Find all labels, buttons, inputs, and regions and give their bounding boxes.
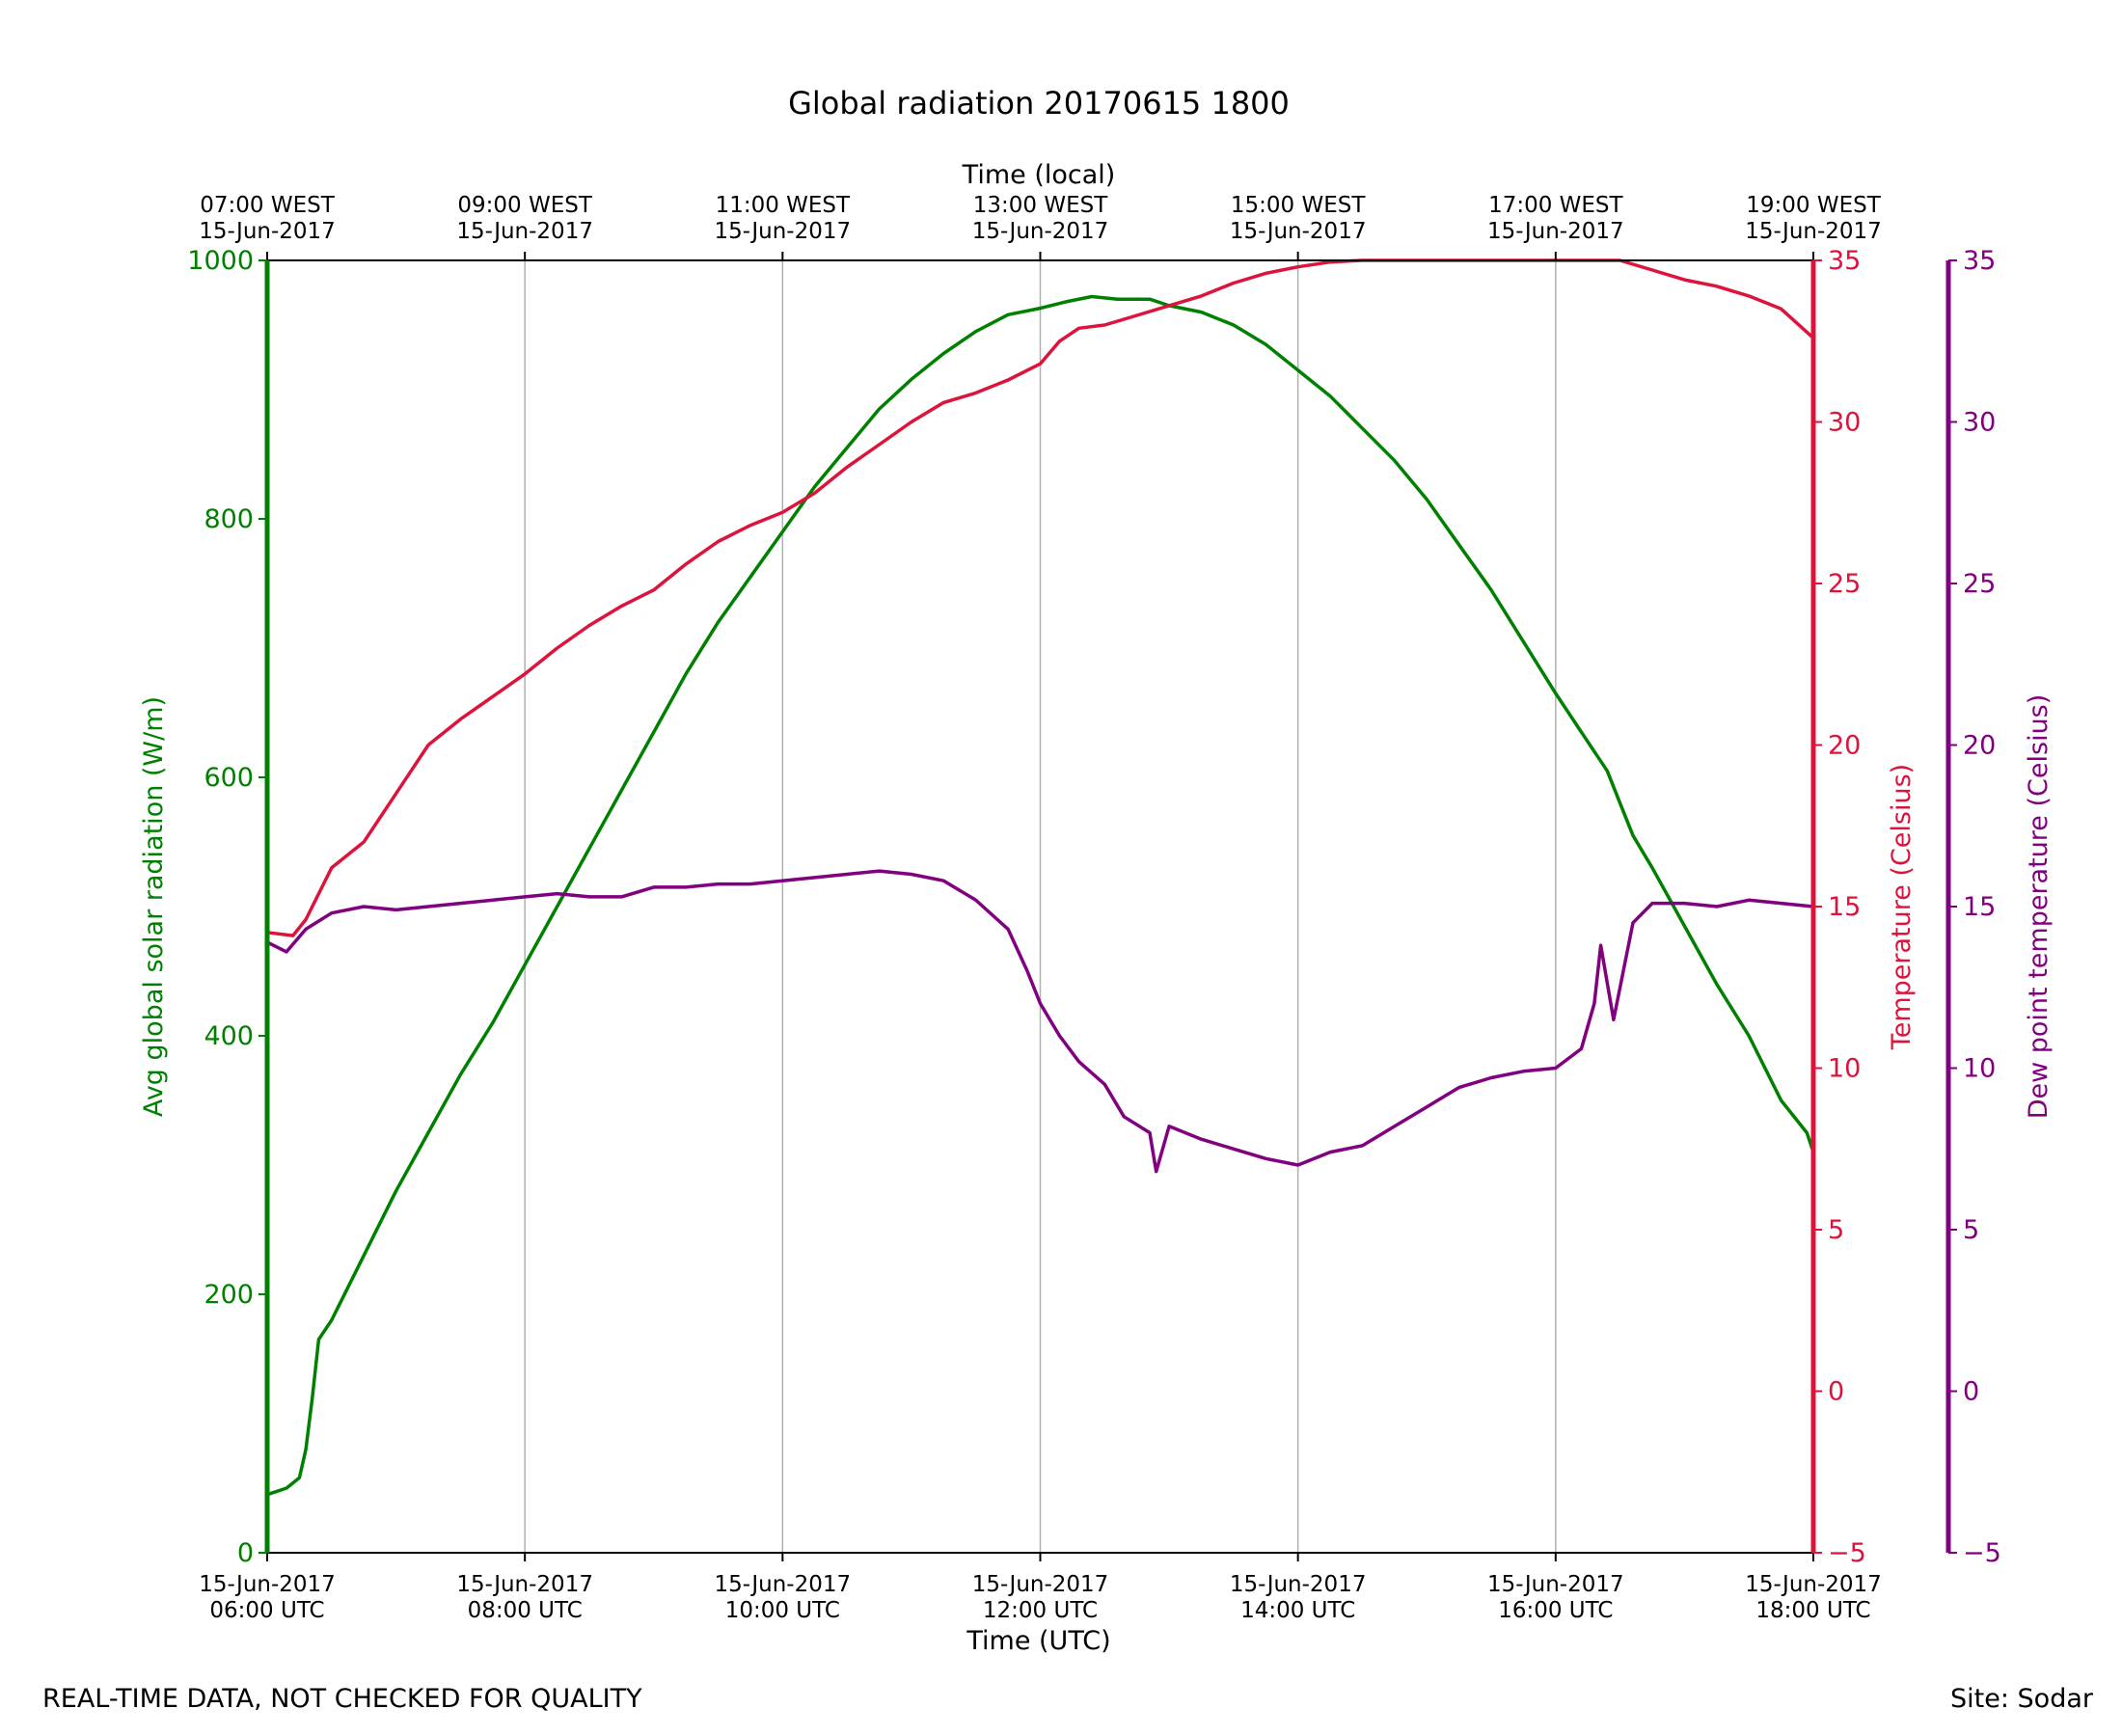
y-tick-label-right-5: 20 bbox=[1828, 731, 1861, 761]
x-tick-label-topdate-6: 15-Jun-2017 bbox=[1745, 219, 1882, 244]
y-tick-label-dewpoint-1: 0 bbox=[1963, 1377, 1979, 1407]
y-tick-label-dewpoint-4: 15 bbox=[1963, 892, 1996, 922]
y-tick-label-dewpoint-2: 5 bbox=[1963, 1215, 1979, 1245]
x-tick-label-topdate-3: 15-Jun-2017 bbox=[972, 219, 1109, 244]
y-axis-right-title: Temperature (Celsius) bbox=[1887, 764, 1917, 1050]
x-axis-title: Time (UTC) bbox=[966, 1626, 1110, 1656]
x-tick-label-utc-5: 16:00 UTC bbox=[1498, 1598, 1613, 1623]
x-tick-label-west-3: 13:00 WEST bbox=[973, 193, 1108, 218]
x-tick-label-date-3: 15-Jun-2017 bbox=[972, 1572, 1109, 1597]
x-tick-label-topdate-1: 15-Jun-2017 bbox=[456, 219, 593, 244]
y-tick-label-right-2: 5 bbox=[1828, 1215, 1844, 1245]
x-tick-label-topdate-0: 15-Jun-2017 bbox=[199, 219, 336, 244]
x-tick-label-topdate-5: 15-Jun-2017 bbox=[1487, 219, 1624, 244]
x-tick-label-utc-2: 10:00 UTC bbox=[725, 1598, 840, 1623]
y-tick-label-left-4: 800 bbox=[204, 504, 254, 534]
y-tick-label-left-2: 400 bbox=[204, 1021, 254, 1051]
x-tick-label-date-5: 15-Jun-2017 bbox=[1487, 1572, 1624, 1597]
x-axis-top-title: Time (local) bbox=[962, 160, 1116, 190]
y-tick-label-dewpoint-6: 25 bbox=[1963, 569, 1996, 599]
footer-note: REAL-TIME DATA, NOT CHECKED FOR QUALITY bbox=[42, 1684, 642, 1714]
footer-site: Site: Sodar bbox=[1950, 1684, 2093, 1714]
x-tick-label-date-4: 15-Jun-2017 bbox=[1230, 1572, 1367, 1597]
y-tick-label-right-4: 15 bbox=[1828, 892, 1861, 922]
x-tick-label-west-4: 15:00 WEST bbox=[1231, 193, 1366, 218]
x-tick-label-utc-0: 06:00 UTC bbox=[209, 1598, 324, 1623]
y-tick-label-right-6: 25 bbox=[1828, 569, 1861, 599]
x-tick-label-west-6: 19:00 WEST bbox=[1746, 193, 1881, 218]
x-tick-label-date-0: 15-Jun-2017 bbox=[199, 1572, 336, 1597]
x-tick-label-date-2: 15-Jun-2017 bbox=[715, 1572, 852, 1597]
x-tick-label-date-6: 15-Jun-2017 bbox=[1745, 1572, 1882, 1597]
y-tick-label-left-3: 600 bbox=[204, 763, 254, 793]
x-tick-label-west-0: 07:00 WEST bbox=[200, 193, 335, 218]
y-axis-left-title: Avg global solar radiation (W/m) bbox=[139, 696, 169, 1117]
x-tick-label-utc-4: 14:00 UTC bbox=[1240, 1598, 1355, 1623]
x-tick-label-utc-3: 12:00 UTC bbox=[983, 1598, 1098, 1623]
x-tick-label-utc-6: 18:00 UTC bbox=[1755, 1598, 1870, 1623]
y-tick-label-right-3: 10 bbox=[1828, 1054, 1861, 1084]
x-tick-label-topdate-4: 15-Jun-2017 bbox=[1230, 219, 1367, 244]
x-tick-label-topdate-2: 15-Jun-2017 bbox=[715, 219, 852, 244]
x-tick-label-west-5: 17:00 WEST bbox=[1488, 193, 1623, 218]
y-tick-label-dewpoint-8: 35 bbox=[1963, 246, 1996, 276]
y-tick-label-right-0: −5 bbox=[1828, 1538, 1866, 1568]
y-tick-label-right-1: 0 bbox=[1828, 1377, 1844, 1407]
x-tick-label-west-1: 09:00 WEST bbox=[457, 193, 592, 218]
chart-title: Global radiation 20170615 1800 bbox=[788, 85, 1290, 122]
y-tick-label-dewpoint-3: 10 bbox=[1963, 1054, 1996, 1084]
y-tick-label-left-0: 0 bbox=[237, 1538, 254, 1568]
grid-layer bbox=[524, 260, 1557, 1553]
y-tick-label-dewpoint-0: −5 bbox=[1963, 1538, 2001, 1568]
series-line-radiation bbox=[266, 294, 1815, 1497]
x-tick-label-utc-1: 08:00 UTC bbox=[468, 1598, 583, 1623]
x-tick-label-west-2: 11:00 WEST bbox=[716, 193, 851, 218]
x-tick-label-date-1: 15-Jun-2017 bbox=[456, 1572, 593, 1597]
y-tick-label-dewpoint-5: 20 bbox=[1963, 731, 1996, 761]
y-tick-label-left-1: 200 bbox=[204, 1280, 254, 1310]
y-axis-dewpoint-title: Dew point temperature (Celsius) bbox=[2024, 694, 2054, 1120]
y-tick-label-dewpoint-7: 30 bbox=[1963, 408, 1996, 438]
y-tick-label-left-5: 1000 bbox=[187, 246, 254, 276]
series-line-dewpoint bbox=[266, 869, 1814, 1174]
y-tick-label-right-7: 30 bbox=[1828, 408, 1861, 438]
y-tick-label-right-8: 35 bbox=[1828, 246, 1861, 276]
